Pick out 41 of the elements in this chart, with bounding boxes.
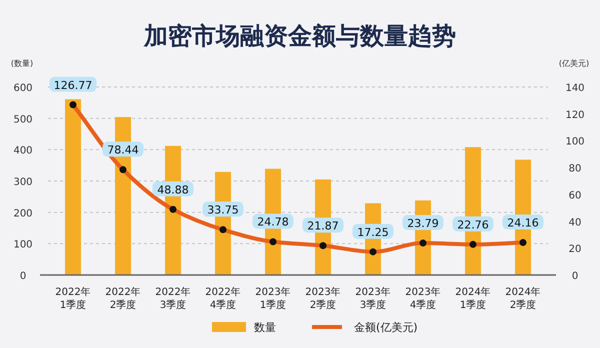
legend-label: 金额(亿美元) <box>354 321 418 334</box>
data-label: 24.78 <box>257 216 289 229</box>
legend-label: 数量 <box>254 321 276 334</box>
data-label: 126.77 <box>54 78 92 92</box>
data-label: 33.75 <box>207 204 239 217</box>
y2-tick-label: 120 <box>565 110 585 121</box>
y-tick-label: 500 <box>13 114 33 126</box>
y2-tick-label: 20 <box>568 244 582 256</box>
y-tick-label: 0 <box>20 271 26 282</box>
x-tick-label: 2024年 1季度 <box>455 286 491 311</box>
y2-tick-label: 80 <box>568 164 582 175</box>
y-tick-label: 300 <box>13 177 33 188</box>
title: 加密市场融资金额与数量趋势 <box>144 22 456 50</box>
x-tick-label: 2022年 4季度 <box>205 286 241 311</box>
data-label: 17.25 <box>357 226 389 239</box>
x-tick-label: 2023年 4季度 <box>405 286 441 311</box>
y2-axis-title: (亿美元) <box>558 59 590 68</box>
y-axis-title: (数量) <box>10 59 34 68</box>
x-tick-label: 2023年 3季度 <box>355 286 391 311</box>
x-tick-label: 2022年 2季度 <box>105 286 141 311</box>
data-label: 23.79 <box>407 217 439 230</box>
y2-tick-label: 100 <box>565 136 585 148</box>
x-tick-label: 2022年 1季度 <box>55 286 91 311</box>
x-tick-label: 2023年 1季度 <box>255 286 291 311</box>
data-label: 24.16 <box>507 216 539 230</box>
y2-tick-label: 60 <box>568 190 582 202</box>
y-tick-label: 100 <box>13 240 33 251</box>
data-label: 78.44 <box>107 144 139 157</box>
data-label: 22.76 <box>457 218 489 232</box>
x-tick-label: 2023年 2季度 <box>305 286 341 311</box>
y-tick-label: 200 <box>13 208 33 220</box>
y-tick-label: 400 <box>13 146 33 157</box>
y2-tick-label: 0 <box>572 271 578 282</box>
x-tick-label: 2024年 2季度 <box>505 286 541 311</box>
data-label: 48.88 <box>157 183 189 196</box>
data-label: 21.87 <box>307 220 339 233</box>
y2-tick-label: 140 <box>565 83 585 94</box>
bar <box>65 99 81 275</box>
x-tick-label: 2022年 3季度 <box>155 286 191 311</box>
y-tick-label: 600 <box>13 83 33 94</box>
y2-tick-label: 40 <box>568 217 582 228</box>
